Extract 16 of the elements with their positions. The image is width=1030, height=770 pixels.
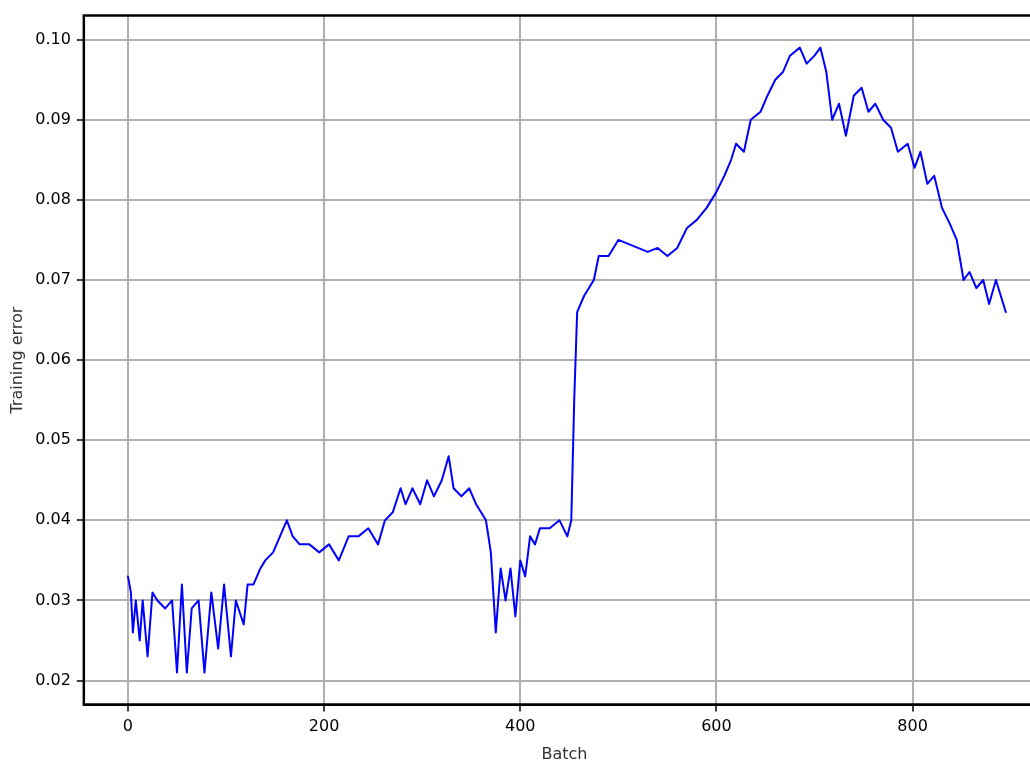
x-tick-label: 400 bbox=[505, 716, 536, 736]
x-axis-title: Batch bbox=[541, 743, 588, 763]
y-tick-label: 0.05 bbox=[35, 429, 71, 449]
y-tick-label: 0.09 bbox=[35, 108, 71, 128]
y-tick-label: 0.10 bbox=[35, 28, 71, 48]
y-tick-label: 0.03 bbox=[35, 589, 71, 609]
y-tick-label: 0.02 bbox=[35, 669, 71, 689]
x-tick-label: 600 bbox=[701, 716, 732, 736]
x-tick-label: 200 bbox=[308, 716, 340, 736]
x-tick-label: 800 bbox=[897, 716, 928, 736]
y-tick-label: 0.08 bbox=[35, 189, 71, 209]
y-tick-label: 0.06 bbox=[35, 349, 71, 369]
y-tick-label: 0.07 bbox=[35, 269, 71, 289]
y-axis-title: Training error bbox=[6, 306, 26, 415]
y-tick-label: 0.04 bbox=[35, 509, 71, 529]
x-tick-label: 0 bbox=[122, 716, 134, 736]
